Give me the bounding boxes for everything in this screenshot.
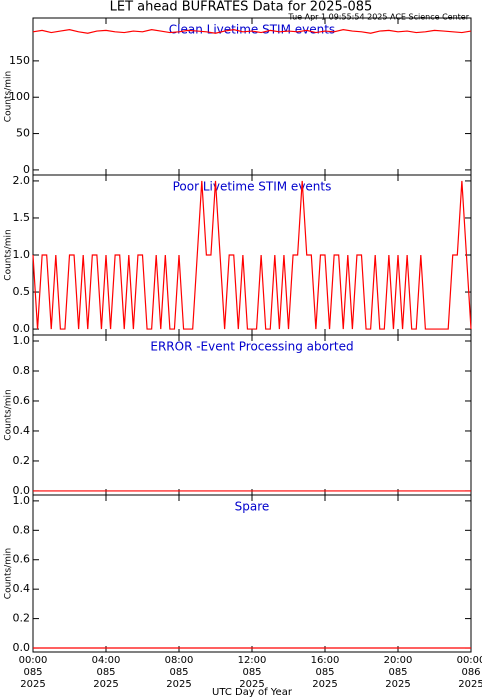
panel-title: Spare: [235, 500, 270, 514]
plot-frame: [32, 17, 472, 176]
y-axis-label: Counts/min: [4, 71, 14, 122]
x-tick-label: 085: [96, 667, 115, 678]
plot-frame: [32, 494, 472, 653]
y-tick-label: 0.0: [13, 484, 31, 497]
x-tick-label: 16:00: [311, 655, 340, 666]
y-tick-label: 0.0: [13, 322, 31, 335]
y-tick-label: 2.0: [13, 174, 31, 187]
y-tick-label: 0.4: [13, 582, 31, 595]
x-tick-label: 2025: [166, 679, 191, 690]
x-tick-label: 2025: [385, 679, 410, 690]
x-tick-label: 085: [23, 667, 42, 678]
y-tick-label: 1.5: [13, 211, 31, 224]
x-tick-label: 2025: [93, 679, 118, 690]
panel-title: Poor Livetime STIM events: [173, 180, 332, 194]
subtitle: Tue Apr 1 09:55:54 2025 ACE Science Cent…: [287, 13, 469, 22]
x-tick-label: 086: [461, 667, 480, 678]
y-tick-label: 150: [9, 54, 30, 67]
y-tick-label: 1.0: [13, 248, 31, 261]
x-tick-label: 20:00: [384, 655, 413, 666]
y-axis-label: Counts/min: [4, 229, 14, 280]
x-tick-label: 00:00: [19, 655, 48, 666]
data-line: [32, 29, 472, 34]
y-tick-label: 0.0: [13, 641, 31, 654]
x-tick-label: 085: [169, 667, 188, 678]
y-tick-label: 50: [16, 127, 30, 140]
x-tick-label: 085: [388, 667, 407, 678]
x-tick-label: 085: [315, 667, 334, 678]
y-tick-label: 0.5: [13, 285, 31, 298]
plot-frame: [32, 174, 472, 336]
x-tick-label: 04:00: [92, 655, 121, 666]
x-tick-label: 2025: [458, 679, 482, 690]
panel-title: ERROR -Event Processing aborted: [150, 340, 353, 354]
y-axis-label: Counts/min: [4, 389, 14, 440]
x-tick-label: 08:00: [165, 655, 194, 666]
x-axis-label: UTC Day of Year: [212, 687, 293, 698]
y-tick-label: 1.0: [13, 494, 31, 507]
y-tick-label: 0.6: [13, 553, 31, 566]
y-tick-label: 0: [23, 163, 30, 176]
y-axis-label: Counts/min: [4, 548, 14, 599]
x-tick-label: 00:00: [457, 655, 482, 666]
y-tick-label: 0.8: [13, 523, 31, 536]
y-tick-label: 0.2: [13, 454, 31, 467]
y-tick-label: 0.6: [13, 394, 31, 407]
x-tick-label: 2025: [20, 679, 45, 690]
y-tick-label: 0.2: [13, 612, 31, 625]
y-tick-label: 0.4: [13, 424, 31, 437]
panel-title: Clean Livetime STIM events: [169, 23, 335, 37]
x-tick-label: 085: [242, 667, 261, 678]
y-tick-label: 1.0: [13, 334, 31, 347]
x-tick-label: 2025: [312, 679, 337, 690]
chart-title: LET ahead BUFRATES Data for 2025-085: [110, 0, 373, 15]
y-tick-label: 100: [9, 90, 30, 103]
x-tick-label: 2025: [239, 679, 264, 690]
y-tick-label: 0.8: [13, 364, 31, 377]
x-tick-label: 12:00: [238, 655, 267, 666]
plot-frame: [32, 334, 472, 496]
data-line: [32, 180, 472, 330]
